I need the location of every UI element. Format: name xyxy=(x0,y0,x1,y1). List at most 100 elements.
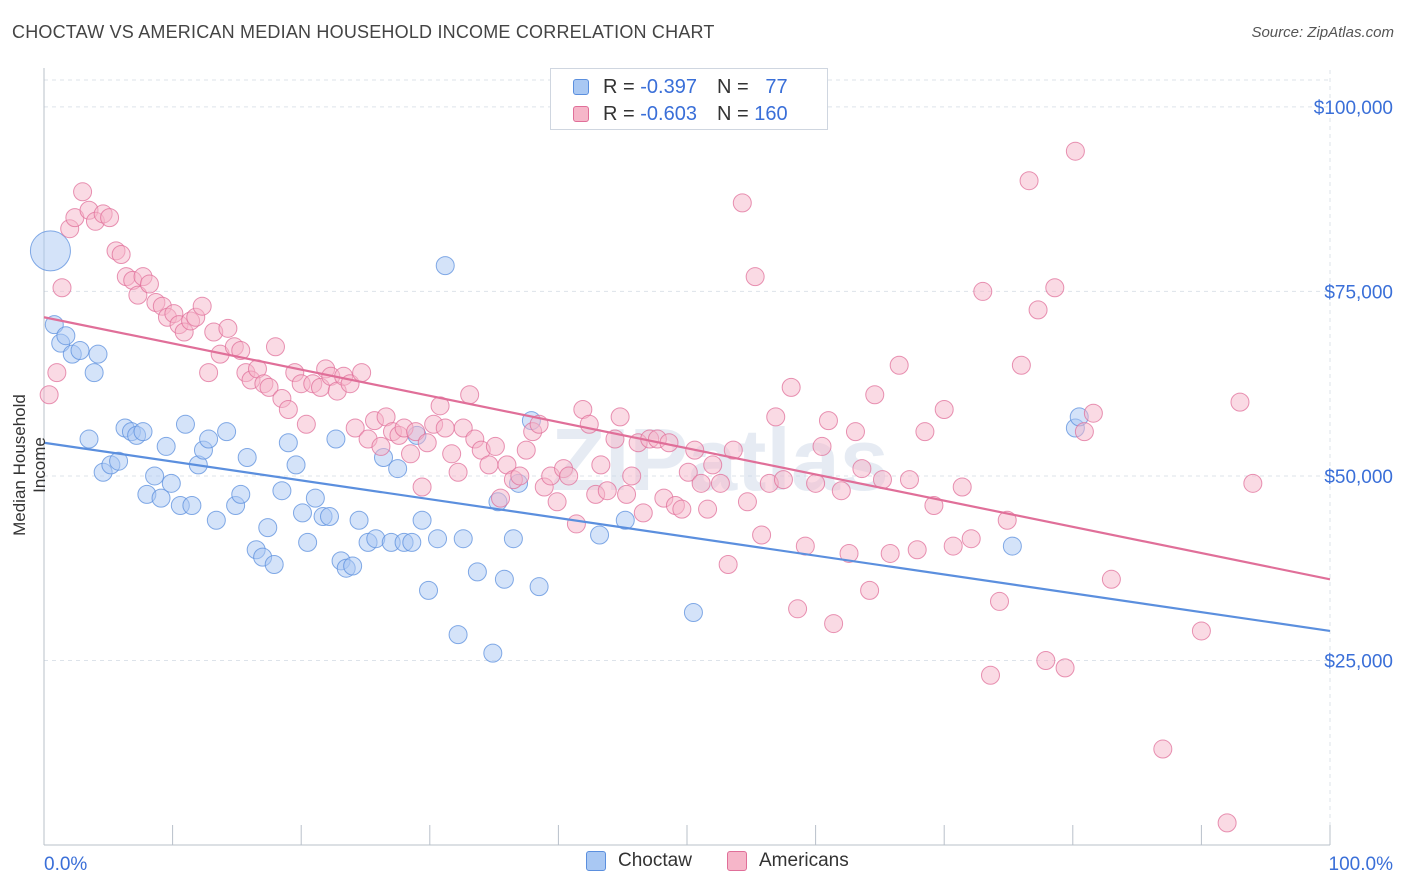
data-point-choctaw xyxy=(217,422,237,442)
data-point-choctaw xyxy=(412,510,432,530)
data-point-americans xyxy=(788,599,808,619)
data-point-americans xyxy=(924,495,944,515)
data-point-americans xyxy=(516,440,536,460)
data-point-choctaw xyxy=(305,488,325,508)
legend-item-americans: Americans xyxy=(727,850,849,872)
data-point-americans xyxy=(818,411,838,431)
data-point-americans xyxy=(737,492,757,512)
data-point-americans xyxy=(961,529,981,549)
data-point-choctaw xyxy=(286,455,306,475)
data-point-americans xyxy=(352,363,372,383)
data-point-choctaw xyxy=(231,484,251,504)
data-point-americans xyxy=(453,418,473,438)
data-point-choctaw xyxy=(84,363,104,383)
data-point-americans xyxy=(100,208,120,228)
data-point-americans xyxy=(199,363,219,383)
data-point-americans xyxy=(559,466,579,486)
data-point-americans xyxy=(1083,403,1103,423)
data-point-americans xyxy=(973,281,993,301)
data-point-choctaw xyxy=(298,532,318,552)
data-point-americans xyxy=(1011,355,1031,375)
data-point-choctaw xyxy=(258,518,278,538)
legend-swatch-americans xyxy=(573,106,589,122)
data-point-americans xyxy=(485,436,505,456)
data-point-americans xyxy=(591,455,611,475)
data-point-americans xyxy=(412,477,432,497)
data-point-choctaw xyxy=(272,481,292,501)
data-point-choctaw xyxy=(615,510,635,530)
data-point-americans xyxy=(491,488,511,508)
data-point-americans xyxy=(915,422,935,442)
data-point-americans xyxy=(907,540,927,560)
data-point-americans xyxy=(1217,813,1237,833)
data-point-americans xyxy=(889,355,909,375)
series-choctaw-points xyxy=(29,230,1089,663)
data-point-choctaw xyxy=(175,414,195,434)
data-point-americans xyxy=(723,440,743,460)
data-point-americans xyxy=(1243,473,1263,493)
data-point-americans xyxy=(296,414,316,434)
data-point-choctaw xyxy=(419,580,439,600)
data-point-choctaw xyxy=(494,569,514,589)
data-point-americans xyxy=(1019,171,1039,191)
data-point-choctaw xyxy=(109,451,129,471)
trend-lines xyxy=(43,316,1331,633)
data-point-americans xyxy=(845,422,865,442)
legend-row-choctaw: R = -0.397 N = 77 xyxy=(573,73,788,101)
data-point-americans xyxy=(610,407,630,427)
data-point-choctaw xyxy=(448,625,468,645)
data-point-americans xyxy=(371,436,391,456)
data-point-americans xyxy=(678,462,698,482)
data-point-americans xyxy=(752,525,772,545)
data-point-americans xyxy=(401,444,421,464)
data-point-choctaw xyxy=(402,532,422,552)
legend-label-choctaw: Choctaw xyxy=(618,850,692,871)
data-point-americans xyxy=(899,470,919,490)
data-point-americans xyxy=(633,503,653,523)
data-point-americans xyxy=(345,418,365,438)
data-point-americans xyxy=(943,536,963,556)
data-point-americans xyxy=(934,400,954,420)
data-point-choctaw xyxy=(70,340,90,360)
y-tick-label: $25,000 xyxy=(1324,651,1393,672)
data-point-choctaw xyxy=(467,562,487,582)
data-point-americans xyxy=(1028,300,1048,320)
data-point-choctaw xyxy=(503,529,523,549)
data-point-americans xyxy=(139,274,159,294)
data-point-americans xyxy=(73,182,93,202)
data-point-choctaw xyxy=(56,326,76,346)
data-point-americans xyxy=(1055,658,1075,678)
data-point-choctaw xyxy=(453,529,473,549)
y-axis-label: Median Household Income xyxy=(10,394,49,536)
data-point-choctaw xyxy=(88,344,108,364)
data-point-americans xyxy=(773,470,793,490)
data-point-americans xyxy=(703,455,723,475)
data-point-choctaw xyxy=(326,429,346,449)
data-point-americans xyxy=(860,580,880,600)
series-legend: Choctaw Americans xyxy=(0,850,1406,878)
data-point-americans xyxy=(852,459,872,479)
data-point-choctaw xyxy=(343,556,363,576)
data-point-choctaw xyxy=(483,643,503,663)
data-point-americans xyxy=(1065,141,1085,161)
x-tick-label-min: 0.0% xyxy=(44,854,87,875)
data-point-americans xyxy=(880,543,900,563)
data-point-americans xyxy=(710,473,730,493)
data-point-americans xyxy=(231,340,251,360)
data-point-americans xyxy=(1191,621,1211,641)
legend-n-label: N = xyxy=(716,102,749,125)
y-tick-label: $50,000 xyxy=(1324,467,1393,488)
series-americans-points xyxy=(39,141,1263,833)
axes xyxy=(43,68,1331,846)
data-point-americans xyxy=(597,481,617,501)
data-point-americans xyxy=(442,444,462,464)
legend-item-choctaw: Choctaw xyxy=(586,850,692,872)
data-point-americans xyxy=(824,614,844,634)
data-point-choctaw xyxy=(133,422,153,442)
data-point-americans xyxy=(806,473,826,493)
data-point-americans xyxy=(128,285,148,305)
data-point-choctaw xyxy=(349,510,369,530)
data-point-americans xyxy=(510,466,530,486)
data-point-americans xyxy=(622,466,642,486)
